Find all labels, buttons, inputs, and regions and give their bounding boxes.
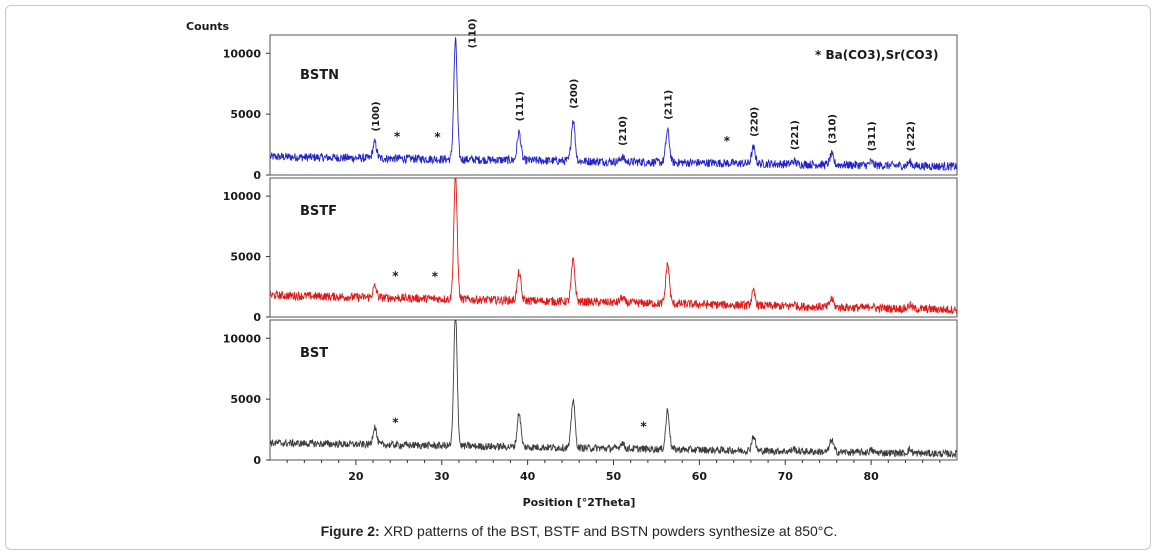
x-tick-label: 60 — [692, 470, 708, 483]
panel-label-bstn: BSTN — [300, 68, 339, 83]
impurity-mark: * — [434, 130, 441, 144]
impurity-mark: * — [640, 420, 647, 434]
y-tick-label: 10000 — [223, 190, 262, 203]
figure-caption: Figure 2: XRD patterns of the BST, BSTF … — [0, 523, 1158, 539]
impurity-mark: * — [432, 270, 439, 284]
xrd-chart: Counts Position [°2Theta] * Ba(CO3),Sr(C… — [186, 18, 958, 509]
impurity-mark: * — [394, 129, 401, 143]
panel-label-bstf: BSTF — [300, 204, 337, 219]
x-tick-label: 20 — [348, 470, 364, 483]
impurity-mark: * — [724, 134, 731, 148]
hkl-label: (311) — [867, 121, 878, 151]
hkl-label: (200) — [569, 79, 580, 109]
impurity-legend-note: * Ba(CO3),Sr(CO3) — [815, 48, 938, 62]
hkl-label: (221) — [790, 120, 801, 150]
xrd-pattern-bstn — [269, 37, 958, 172]
panel-bstf: 0 5000 10000 BSTF * * — [223, 177, 958, 324]
panel-frame — [269, 34, 958, 176]
panel-label-bst: BST — [300, 346, 328, 361]
xrd-pattern-bst — [269, 319, 958, 459]
x-tick-label: 70 — [778, 470, 794, 483]
x-tick-label: 40 — [520, 470, 536, 483]
y-tick-label: 5000 — [230, 393, 261, 406]
x-axis-label: Position [°2Theta] — [523, 496, 636, 509]
impurity-mark: * — [392, 416, 399, 430]
figure-frame — [5, 5, 1151, 550]
x-tick-label: 50 — [606, 470, 622, 483]
xrd-pattern-bstf — [269, 177, 958, 315]
y-tick-label: 5000 — [230, 108, 261, 121]
hkl-label: (100) — [371, 101, 382, 131]
panel-bstn: 0 5000 10000 BSTN * * * (100) (110) (111) (200) (21… — [223, 18, 958, 182]
y-tick-label: 10000 — [223, 332, 262, 345]
hkl-label: (210) — [618, 116, 629, 146]
panel-bst: 0 5000 10000 BST * * — [223, 319, 958, 467]
hkl-label: (111) — [515, 91, 526, 121]
hkl-label: (222) — [906, 121, 917, 151]
x-tick-label: 80 — [863, 470, 879, 483]
impurity-mark: * — [392, 269, 399, 283]
y-tick-label: 5000 — [230, 251, 261, 264]
y-tick-label: 0 — [253, 454, 261, 467]
figure-caption-label: Figure 2: — [320, 523, 380, 539]
y-axis-label: Counts — [186, 20, 230, 33]
hkl-label: (310) — [828, 114, 839, 144]
y-tick-label: 0 — [253, 311, 261, 324]
y-tick-label: 0 — [253, 169, 261, 182]
hkl-label: (110) — [467, 18, 478, 48]
figure-caption-text: XRD patterns of the BST, BSTF and BSTN p… — [379, 523, 838, 539]
x-tick-label: 30 — [434, 470, 450, 483]
y-tick-label: 10000 — [223, 47, 262, 60]
panel-frame — [269, 177, 958, 318]
hkl-label: (220) — [749, 107, 760, 137]
hkl-label: (211) — [664, 90, 675, 120]
